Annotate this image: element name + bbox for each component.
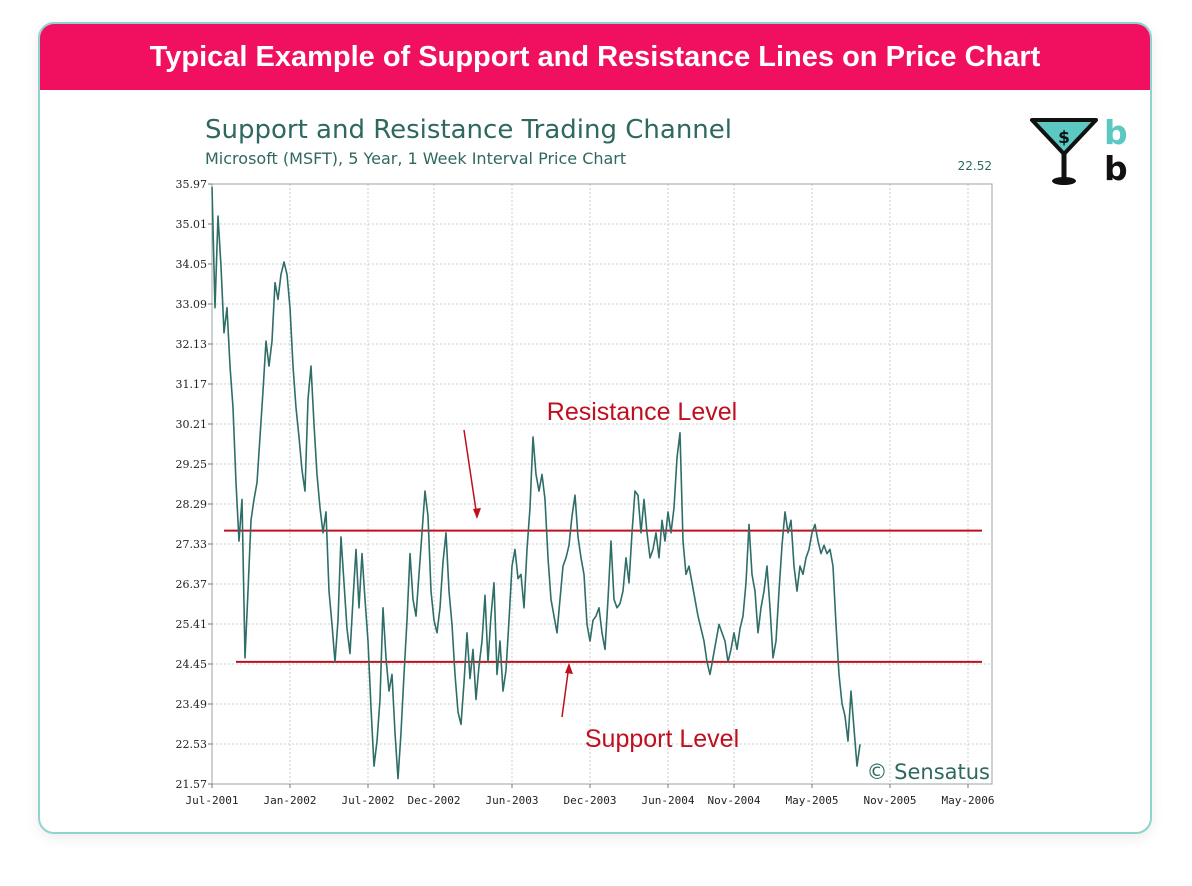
x-tick-label: May-2005 xyxy=(786,794,839,807)
x-tick-label: Dec-2002 xyxy=(408,794,461,807)
annotations: Resistance Level Support Level xyxy=(463,398,739,753)
support-arrow xyxy=(561,664,570,718)
y-tick-label: 32.13 xyxy=(176,338,208,351)
martini-dollar-icon: $ xyxy=(1030,118,1098,185)
plot-frame xyxy=(211,183,993,785)
y-tick-label: 24.45 xyxy=(176,658,208,671)
y-axis: 35.97 35.01 34.05 33.09 32.13 31.17 30.21 29.25… xyxy=(176,178,212,791)
y-tick-label: 25.41 xyxy=(176,618,208,631)
watermark: © Sensatus xyxy=(866,760,990,784)
banner-title: Typical Example of Support and Resistanc… xyxy=(40,24,1150,90)
resistance-arrowhead xyxy=(473,508,481,519)
x-tick-label: Jul-2002 xyxy=(342,794,395,807)
y-tick-label: 21.57 xyxy=(176,778,208,791)
x-tick-label: Nov-2004 xyxy=(708,794,761,807)
x-tick-label: Jan-2002 xyxy=(264,794,317,807)
svg-text:$: $ xyxy=(1058,128,1070,148)
level-lines xyxy=(224,529,982,663)
x-tick-label: Nov-2005 xyxy=(864,794,917,807)
series-line-msft xyxy=(211,186,861,780)
y-tick-label: 29.25 xyxy=(176,458,208,471)
chart-background xyxy=(162,110,1000,810)
x-tick-label: Jul-2001 xyxy=(186,794,239,807)
y-tick-label: 28.29 xyxy=(176,498,208,511)
grid-lines xyxy=(211,183,992,785)
y-tick-label: 33.09 xyxy=(176,298,208,311)
x-tick-label: Jun-2003 xyxy=(486,794,539,807)
y-tick-label: 26.37 xyxy=(176,578,208,591)
resistance-level-label: Resistance Level xyxy=(547,398,737,426)
logo-letter-top: b xyxy=(1104,113,1128,152)
chart-title: Support and Resistance Trading Channel xyxy=(205,115,732,145)
y-tick-label: 35.01 xyxy=(176,218,208,231)
y-tick-label: 30.21 xyxy=(176,418,208,431)
last-price-label: 22.52 xyxy=(958,159,992,173)
brand-logo: $ b b xyxy=(1028,114,1132,190)
y-tick-label: 22.53 xyxy=(176,738,208,751)
logo-letter-bottom: b xyxy=(1104,149,1128,188)
chart-subtitle: Microsoft (MSFT), 5 Year, 1 Week Interva… xyxy=(205,149,626,168)
x-tick-label: Jun-2004 xyxy=(642,794,695,807)
x-axis: Jul-2001 Jan-2002 Jul-2002 Dec-2002 Jun-2003… xyxy=(186,784,995,807)
y-tick-label: 31.17 xyxy=(176,378,208,391)
x-tick-label: Dec-2003 xyxy=(564,794,617,807)
support-arrowhead xyxy=(565,663,573,674)
y-tick-label: 27.33 xyxy=(176,538,208,551)
resistance-arrow xyxy=(463,429,478,518)
support-level-label: Support Level xyxy=(585,725,739,753)
y-tick-label: 34.05 xyxy=(176,258,208,271)
y-tick-label: 23.49 xyxy=(176,698,208,711)
x-tick-label: May-2006 xyxy=(942,794,995,807)
y-tick-label: 35.97 xyxy=(176,178,208,191)
